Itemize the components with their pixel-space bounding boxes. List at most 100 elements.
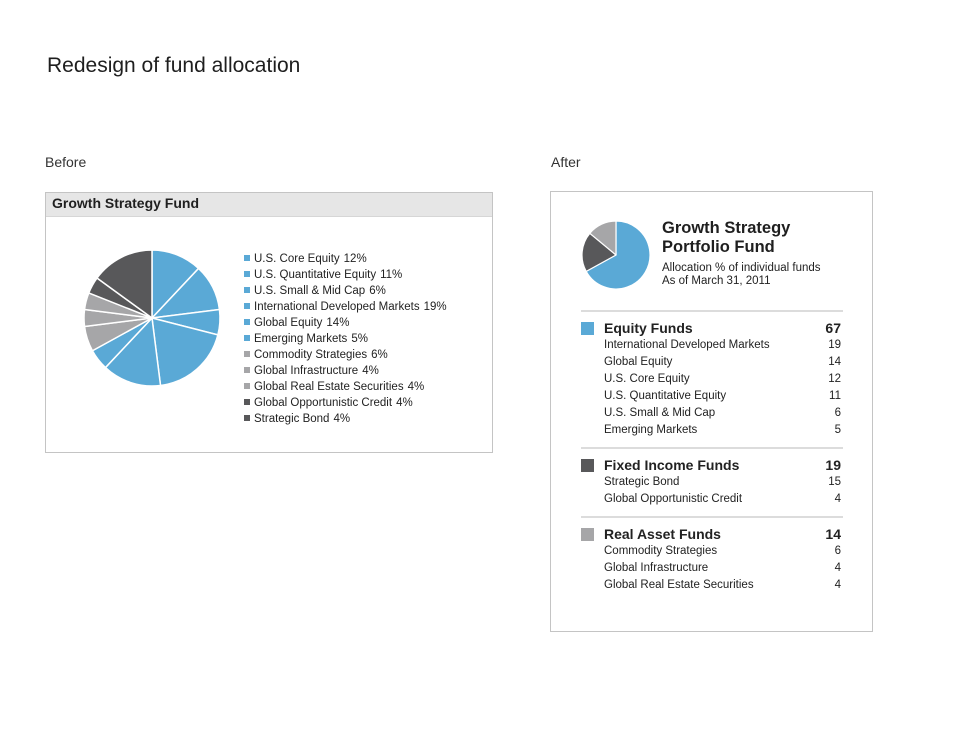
fund-row: Commodity Strategies 6: [581, 543, 843, 560]
fund-name: U.S. Quantitative Equity: [604, 390, 727, 402]
fund-name: Strategic Bond: [604, 476, 680, 488]
group-value: 14: [825, 526, 841, 542]
legend-swatch-icon: [244, 383, 250, 389]
legend-value: 19%: [423, 301, 447, 313]
legend-swatch-icon: [244, 271, 250, 277]
group-value: 67: [825, 320, 841, 336]
legend-value: 6%: [371, 349, 388, 361]
legend-label: Global Infrastructure: [254, 365, 359, 377]
fund-row: Global Real Estate Securities 4: [581, 577, 843, 594]
legend-label: International Developed Markets: [254, 301, 420, 313]
fund-row: U.S. Small & Mid Cap 6: [581, 405, 843, 422]
after-chart-subtitle: Allocation % of individual funds As of M…: [662, 262, 821, 288]
group-value: 19: [825, 457, 841, 473]
fund-name: U.S. Small & Mid Cap: [604, 407, 716, 419]
before-legend: U.S. Core Equity 12% U.S. Quantitative Equ…: [244, 251, 447, 427]
after-title-line-1: Growth Strategy: [662, 219, 791, 237]
page-title: Redesign of fund allocation: [47, 54, 301, 77]
legend-item: U.S. Quantitative Equity 11%: [244, 267, 447, 283]
legend-label: U.S. Quantitative Equity: [254, 269, 377, 281]
legend-item: International Developed Markets 19%: [244, 299, 447, 315]
after-pie-chart: [581, 220, 651, 290]
after-subtitle-line-2: As of March 31, 2011: [662, 275, 771, 287]
legend-item: Emerging Markets 5%: [244, 331, 447, 347]
legend-item: U.S. Small & Mid Cap 6%: [244, 283, 447, 299]
before-slice-international-developed-markets: [151, 317, 219, 387]
legend-item: U.S. Core Equity 12%: [244, 251, 447, 267]
legend-label: Emerging Markets: [254, 333, 348, 345]
fund-value: 15: [828, 476, 841, 488]
legend-swatch-icon: [244, 319, 250, 325]
legend-label: Commodity Strategies: [254, 349, 368, 361]
after-slice-equity-funds: [585, 220, 651, 290]
fund-name: Global Opportunistic Credit: [604, 493, 743, 505]
legend-value: 12%: [343, 253, 367, 265]
fund-name: International Developed Markets: [604, 339, 770, 351]
legend-swatch-icon: [244, 367, 250, 373]
fund-value: 14: [828, 356, 841, 368]
legend-value: 6%: [369, 285, 386, 297]
before-pie-chart: [83, 249, 221, 387]
after-subtitle-line-1: Allocation % of individual funds: [662, 262, 821, 274]
legend-swatch-icon: [244, 287, 250, 293]
group-name: Equity Funds: [604, 320, 693, 336]
before-chart-title: Growth Strategy Fund: [46, 193, 492, 217]
group-swatch-icon: [581, 459, 594, 472]
fund-value: 11: [829, 390, 841, 402]
fund-row: U.S. Core Equity 12: [581, 371, 843, 388]
before-slice-strategic-bond: [96, 249, 153, 319]
fund-name: Global Real Estate Securities: [604, 579, 754, 591]
legend-swatch-icon: [244, 255, 250, 261]
fund-row: Global Infrastructure 4: [581, 560, 843, 577]
fund-name: Emerging Markets: [604, 424, 698, 436]
after-fund-groups: Equity Funds 67 International Developed Ma…: [581, 310, 843, 602]
fund-group-equity: Equity Funds 67 International Developed Ma…: [581, 310, 843, 447]
fund-value: 12: [828, 373, 841, 385]
legend-value: 11%: [380, 269, 403, 281]
legend-item: Global Opportunistic Credit 4%: [244, 395, 447, 411]
group-name: Real Asset Funds: [604, 526, 721, 542]
legend-item: Global Infrastructure 4%: [244, 363, 447, 379]
legend-item: Commodity Strategies 6%: [244, 347, 447, 363]
fund-name: Commodity Strategies: [604, 545, 718, 557]
group-swatch-icon: [581, 528, 594, 541]
after-title-line-2: Portfolio Fund: [662, 238, 775, 256]
fund-group-fixed-income: Fixed Income Funds 19 Strategic Bond 15 Glob…: [581, 447, 843, 516]
legend-swatch-icon: [244, 335, 250, 341]
after-slice-fixed-income-funds: [581, 232, 617, 272]
after-label: After: [551, 154, 581, 170]
legend-swatch-icon: [244, 303, 250, 309]
legend-value: 4%: [362, 365, 379, 377]
before-slice-global-equity: [104, 317, 162, 387]
fund-row: Global Opportunistic Credit 4: [581, 491, 843, 508]
fund-value: 6: [834, 545, 841, 557]
legend-swatch-icon: [244, 399, 250, 405]
legend-swatch-icon: [244, 351, 250, 357]
fund-value: 19: [828, 339, 841, 351]
fund-group-real-asset: Real Asset Funds 14 Commodity Strategies 6 G…: [581, 516, 843, 602]
legend-value: 14%: [326, 317, 350, 329]
fund-value: 5: [834, 424, 841, 436]
legend-label: Global Real Estate Securities: [254, 381, 404, 393]
fund-row: Emerging Markets 5: [581, 422, 843, 439]
legend-swatch-icon: [244, 415, 250, 421]
legend-label: Strategic Bond: [254, 413, 330, 425]
legend-value: 4%: [407, 381, 425, 393]
legend-value: 4%: [333, 413, 351, 425]
fund-value: 4: [834, 562, 841, 574]
legend-item: Global Real Estate Securities 4%: [244, 379, 447, 395]
fund-value: 4: [834, 579, 841, 591]
legend-item: Global Equity 14%: [244, 315, 447, 331]
before-label: Before: [45, 154, 87, 170]
fund-row: U.S. Quantitative Equity 11: [581, 388, 843, 405]
fund-name: U.S. Core Equity: [604, 373, 690, 385]
after-chart-panel: Growth Strategy Portfolio Fund Allocatio…: [550, 191, 873, 632]
fund-group-header: Real Asset Funds 14: [581, 525, 843, 543]
legend-label: Global Equity: [254, 317, 323, 329]
legend-label: U.S. Small & Mid Cap: [254, 285, 366, 297]
fund-group-header: Fixed Income Funds 19: [581, 456, 843, 474]
before-chart-panel: Growth Strategy Fund U.S. Core Equity 12%…: [45, 192, 493, 453]
fund-name: Global Infrastructure: [604, 562, 709, 574]
fund-row: International Developed Markets 19: [581, 337, 843, 354]
legend-value: 5%: [351, 333, 368, 345]
